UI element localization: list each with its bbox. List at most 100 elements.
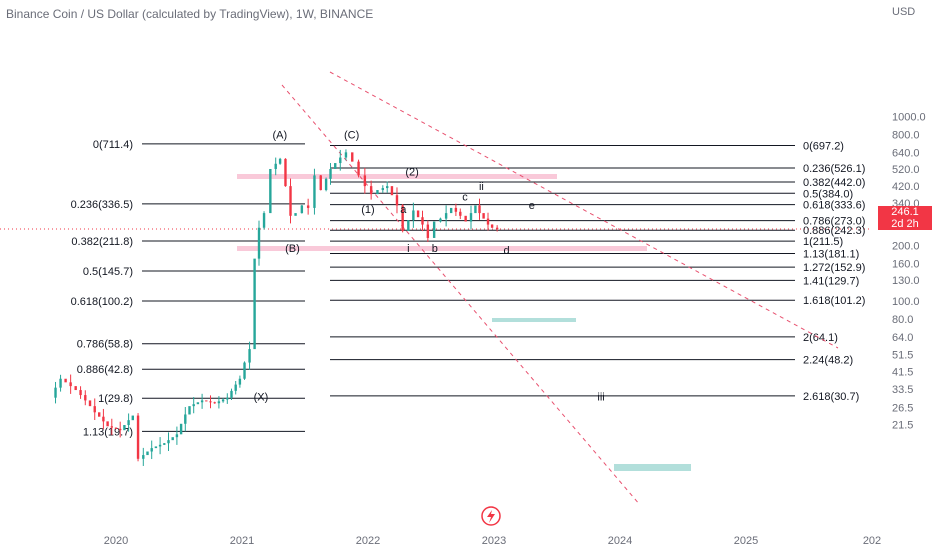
fib-right-label: 1.272(152.9)	[803, 262, 865, 274]
fib-right-label: 0.5(384.0)	[803, 188, 853, 200]
candle-body	[192, 404, 195, 407]
candle-body	[142, 455, 145, 459]
candle-body	[324, 178, 328, 191]
candle-body	[248, 349, 251, 363]
fib-left-label: 0.618(100.2)	[71, 296, 133, 308]
candle-body	[412, 210, 415, 221]
x-tick-label: 2022	[356, 535, 380, 547]
candle-body	[59, 378, 62, 388]
candle-body	[257, 227, 261, 259]
wave-label: ii	[479, 181, 484, 193]
candle-body	[319, 175, 322, 191]
wave-label: b	[432, 243, 438, 255]
candle-body	[474, 205, 477, 214]
candle-body	[329, 168, 332, 179]
candle-body	[119, 428, 122, 431]
fib-left-label: 0.382(211.8)	[71, 236, 133, 248]
candle-body	[69, 382, 72, 387]
candle-body	[184, 414, 187, 424]
candle-body	[238, 378, 242, 385]
candle-body	[395, 195, 399, 206]
candle-body	[478, 205, 481, 214]
candle-body	[344, 152, 348, 158]
fib-right-label: 0.886(242.3)	[803, 225, 865, 237]
wave-label: (A)	[272, 130, 287, 142]
candle-body	[253, 258, 256, 350]
x-tick-label: 2020	[104, 535, 128, 547]
last-price-tag: 246.1 2d 2h	[878, 206, 932, 230]
candle-body	[421, 217, 424, 225]
fib-right-label: 1.13(181.1)	[803, 249, 859, 261]
candle-body	[369, 186, 373, 195]
candle-body	[98, 412, 101, 417]
wave-label: (B)	[285, 243, 300, 255]
teal-zone-upper	[492, 318, 576, 322]
candle-body	[444, 213, 448, 219]
fib-left-label: 1(29.8)	[98, 393, 133, 405]
candle-body	[439, 218, 442, 222]
wave-label: iii	[597, 391, 604, 403]
candle-body	[127, 420, 130, 426]
candle-body	[449, 207, 453, 214]
countdown-value: 2d 2h	[891, 218, 919, 230]
candle-body	[274, 163, 277, 169]
fib-left-label: 0.786(58.8)	[77, 339, 133, 351]
candle-body	[179, 423, 183, 435]
fib-right-label: 0.786(273.0)	[803, 216, 865, 228]
candle-body	[351, 152, 354, 162]
candle-body	[64, 378, 67, 383]
y-tick-label: 130.0	[892, 275, 920, 287]
candle-body	[226, 397, 229, 400]
candle-body	[209, 401, 212, 403]
fib-right-label: 0.382(442.0)	[803, 177, 865, 189]
candle-body	[454, 207, 458, 212]
y-tick-label: 640.0	[892, 147, 920, 159]
currency-label: USD	[892, 6, 916, 18]
candle-body	[289, 186, 292, 216]
fib-left-label: 0(711.4)	[93, 139, 133, 151]
candle-body	[357, 161, 360, 176]
fib-right-label: 2.618(30.7)	[803, 391, 859, 403]
y-tick-label: 160.0	[892, 258, 920, 270]
y-tick-label: 100.0	[892, 296, 920, 308]
candle-body	[110, 426, 113, 428]
candle-body	[334, 163, 337, 169]
y-tick-label: 41.5	[892, 367, 913, 379]
pink-zone-lower	[237, 246, 647, 251]
candle-body	[93, 406, 96, 413]
fib-right-label: 0.618(333.6)	[803, 200, 865, 212]
trend-line-lower	[281, 84, 641, 506]
candle-body	[146, 451, 149, 456]
pink-zone-upper	[237, 174, 557, 179]
candle-body	[217, 401, 221, 404]
x-tick-label: 202	[863, 535, 881, 547]
candle-body	[167, 440, 170, 444]
candle-body	[84, 395, 87, 401]
wave-label: (X)	[254, 391, 269, 403]
y-tick-label: 80.0	[892, 314, 913, 326]
candle-body	[230, 390, 233, 398]
candle-body	[154, 446, 158, 449]
fib-left-label: 0.236(336.5)	[71, 199, 133, 211]
fib-right-label: 0.236(526.1)	[803, 163, 865, 175]
candle-body	[163, 443, 166, 445]
lightning-icon	[481, 506, 501, 526]
candle-body	[205, 400, 208, 402]
candle-body	[150, 448, 153, 452]
candle-body	[243, 362, 246, 379]
wave-label: e	[529, 200, 535, 212]
y-tick-label: 51.5	[892, 349, 913, 361]
candle-body	[469, 213, 473, 222]
candle-body	[464, 215, 467, 222]
wave-label: i	[407, 243, 409, 255]
last-price-value: 246.1	[891, 206, 919, 218]
teal-zone-lower	[614, 464, 691, 471]
candle-body	[306, 205, 310, 208]
candle-body	[490, 224, 494, 228]
chart-title: Binance Coin / US Dollar (calculated by …	[6, 7, 374, 21]
candle-body	[213, 402, 216, 404]
candle-body	[426, 224, 430, 238]
candle-body	[459, 211, 462, 216]
